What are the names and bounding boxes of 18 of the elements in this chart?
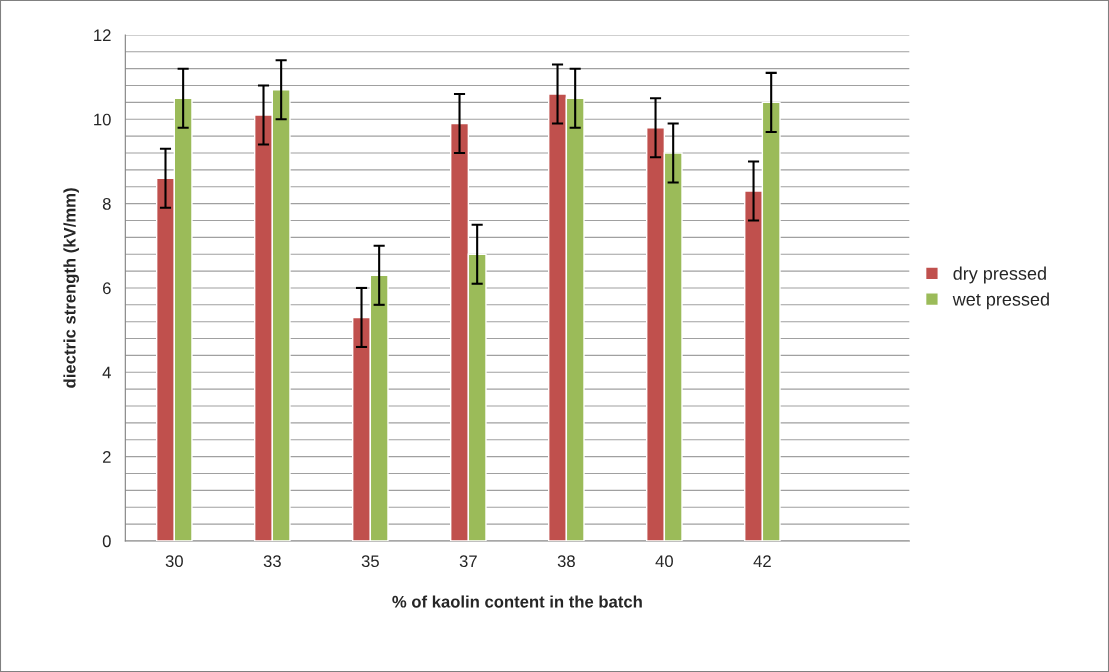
x-tick-label: 37 <box>459 555 477 568</box>
y-axis-title: diectric strength (kV/mm) <box>63 188 79 388</box>
x-tick-label: 33 <box>263 555 281 568</box>
x-tick-label: 35 <box>361 555 379 568</box>
x-tick-label: 42 <box>753 555 771 567</box>
legend-label: wet pressed <box>952 292 1049 310</box>
x-tick-label: 38 <box>557 555 575 568</box>
legend-label: dry pressed <box>953 266 1046 284</box>
y-tick-label: 2 <box>103 451 111 463</box>
y-tick-label: 10 <box>94 113 111 126</box>
y-tick-label: 0 <box>102 535 111 548</box>
y-tick-label: 12 <box>94 29 111 41</box>
y-tick-label: 8 <box>102 198 111 210</box>
x-tick-label: 30 <box>165 555 183 568</box>
x-tick-label: 40 <box>655 555 673 568</box>
y-tick-label: 4 <box>102 366 111 379</box>
y-tick-label: 6 <box>103 282 111 295</box>
x-axis-title: % of kaolin content in the batch <box>392 595 642 608</box>
